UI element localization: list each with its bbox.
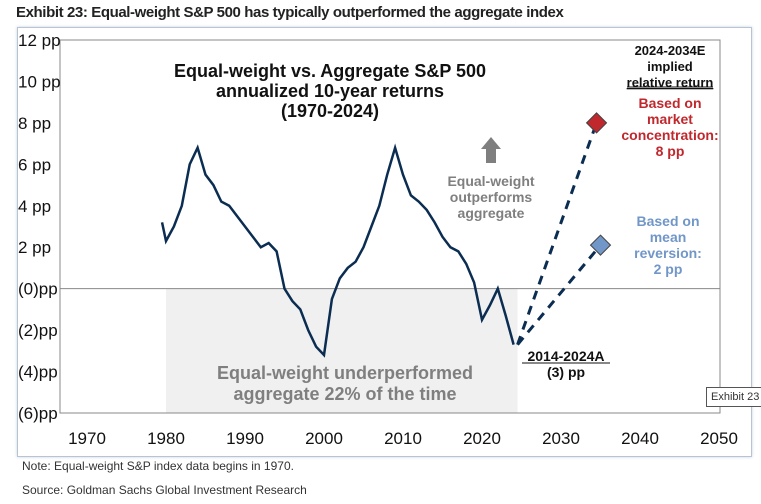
chart-title: Equal-weight vs. Aggregate S&P 500: [174, 61, 486, 81]
chart-title: annualized 10-year returns: [216, 81, 444, 101]
projection-label: market: [647, 111, 693, 127]
plot-area: [59, 39, 721, 414]
chart-frame: [17, 27, 752, 457]
x-tick-label: 2050: [700, 429, 738, 448]
projection-header: implied: [647, 59, 693, 74]
projection-label: concentration:: [621, 127, 718, 143]
projection-line: [516, 244, 602, 346]
projection-line: [516, 122, 598, 346]
projection-label: mean: [650, 229, 687, 245]
y-tick-label: 4 pp: [18, 197, 51, 216]
chart-title: (1970-2024): [281, 101, 379, 121]
y-tick-label: 2 pp: [18, 238, 51, 257]
projection-header: 2024-2034E: [635, 43, 706, 58]
projection-label: reversion:: [634, 245, 702, 261]
x-tick-label: 1970: [68, 429, 106, 448]
projection-label: 2 pp: [654, 261, 683, 277]
actual-label: (3) pp: [547, 364, 585, 380]
source: Source: Goldman Sachs Global Investment …: [22, 483, 307, 497]
outperform-label: Equal-weight: [447, 173, 534, 189]
outperform-label: outperforms: [450, 189, 533, 205]
underperform-label: Equal-weight underperformed: [217, 363, 473, 383]
y-tick-label: (0)pp: [18, 280, 58, 299]
projection-marker: [589, 234, 612, 256]
y-tick-label: (6)pp: [18, 404, 58, 423]
y-tick-label: 8 pp: [18, 114, 51, 133]
tooltip: Exhibit 23: [706, 387, 761, 407]
y-tick-label: (4)pp: [18, 363, 58, 382]
projection-header: relative return: [627, 75, 714, 90]
underperform-label: aggregate 22% of the time: [233, 384, 456, 404]
projection-label: 8 pp: [656, 143, 685, 159]
x-tick-label: 2040: [621, 429, 659, 448]
series-line: [160, 143, 515, 358]
shaded-region: [166, 288, 518, 413]
note: Note: Equal-weight S&P index data begins…: [22, 459, 294, 473]
y-tick-label: 12 pp: [18, 31, 61, 50]
exhibit-title: Exhibit 23: Equal-weight S&P 500 has typ…: [16, 4, 564, 21]
x-tick-label: 2020: [463, 429, 501, 448]
projection-label: Based on: [636, 213, 699, 229]
projection-marker: [585, 112, 608, 134]
x-tick-label: 1980: [147, 429, 185, 448]
outperform-label: aggregate: [458, 205, 525, 221]
actual-label: 2014-2024A: [527, 348, 604, 364]
projection-label: Based on: [638, 95, 701, 111]
up-arrow-icon: [481, 137, 501, 163]
y-tick-label: 6 pp: [18, 155, 51, 174]
y-tick-label: (2)pp: [18, 321, 58, 340]
x-tick-label: 1990: [226, 429, 264, 448]
x-tick-label: 2030: [542, 429, 580, 448]
x-tick-label: 2000: [305, 429, 343, 448]
y-tick-label: 10 pp: [18, 72, 61, 91]
x-tick-label: 2010: [384, 429, 422, 448]
